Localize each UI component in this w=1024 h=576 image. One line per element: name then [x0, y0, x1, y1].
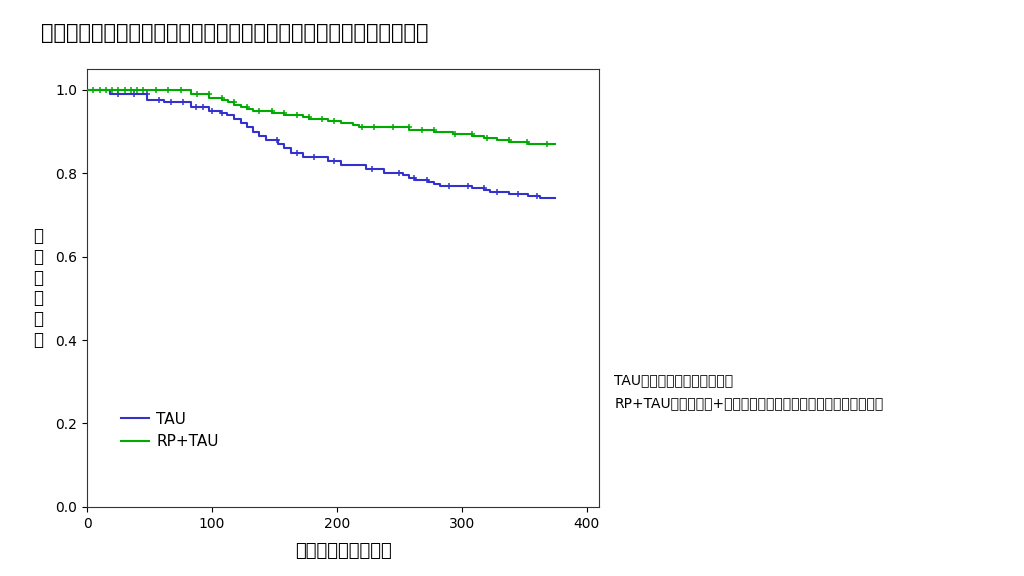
- Legend: TAU, RP+TAU: TAU, RP+TAU: [115, 406, 225, 456]
- Y-axis label: 就
労
継
続
割
合: 就 労 継 続 割 合: [34, 227, 44, 349]
- Text: リワークプログラム利用者と非利用者の復職後１年間の就労継続状況: リワークプログラム利用者と非利用者の復職後１年間の就労継続状況: [41, 23, 428, 43]
- Text: TAU：通常治療で復職した人
RP+TAU：通常治療+リワークプログラムを利用して復職した人: TAU：通常治療で復職した人 RP+TAU：通常治療+リワークプログラムを利用し…: [614, 373, 884, 410]
- X-axis label: 就労継続日数（日）: 就労継続日数（日）: [295, 541, 391, 560]
